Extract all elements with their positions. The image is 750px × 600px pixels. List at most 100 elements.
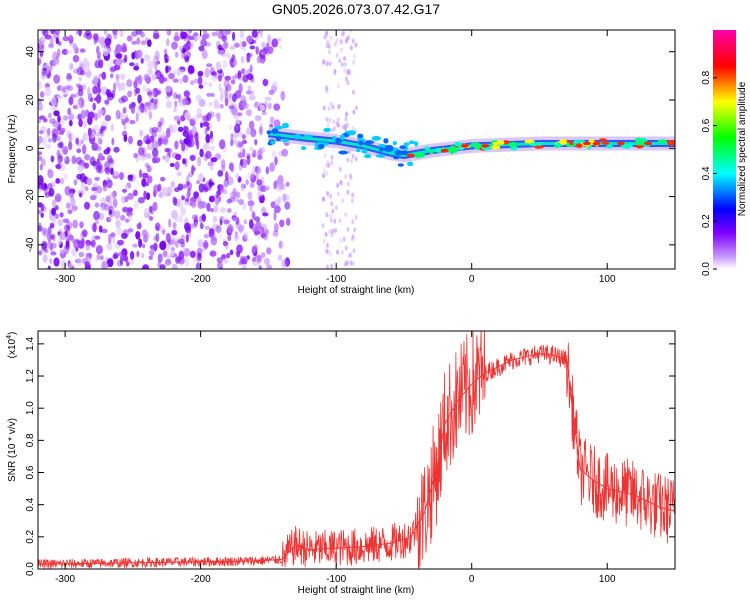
signal-blob (601, 141, 610, 145)
noise-speck (211, 92, 215, 98)
noise-speck (188, 30, 193, 34)
noise-speck (164, 58, 169, 64)
noise-speck (219, 266, 224, 269)
noise-speck (108, 157, 114, 164)
signal-blob (392, 141, 397, 146)
noise-speck (158, 192, 164, 198)
noise-speck (136, 250, 140, 258)
noise-speck (219, 139, 226, 150)
noise-speck (170, 250, 175, 257)
signal-blob (274, 125, 284, 130)
snr-frame (37, 330, 676, 570)
noise-speck (260, 185, 267, 193)
noise-speck (340, 249, 344, 255)
noise-speck (98, 59, 104, 69)
noise-speck (330, 154, 334, 160)
noise-speck (48, 138, 53, 143)
noise-speck (241, 182, 245, 192)
noise-speck (230, 139, 234, 147)
noise-speck (41, 44, 45, 52)
noise-speck (271, 151, 277, 158)
noise-speck (238, 83, 243, 94)
signal-blob (271, 128, 279, 135)
noise-speck (206, 202, 211, 212)
noise-speck (39, 130, 44, 135)
noise-speck (80, 238, 85, 245)
noise-speck (322, 238, 326, 244)
noise-speck (197, 156, 202, 167)
noise-speck (51, 207, 56, 216)
noise-speck (129, 119, 136, 125)
noise-speck (259, 147, 266, 154)
noise-speck (95, 185, 103, 194)
noise-speck (147, 68, 153, 76)
noise-speck (161, 229, 166, 236)
noise-speck (329, 213, 332, 219)
noise-speck (67, 209, 73, 215)
noise-speck (176, 68, 181, 77)
noise-speck (44, 86, 52, 97)
noise-speck (219, 103, 224, 109)
noise-speck (145, 37, 149, 42)
noise-speck (215, 30, 221, 34)
noise-speck (62, 156, 68, 162)
noise-speck (132, 243, 138, 248)
noise-speck (90, 235, 97, 243)
noise-speck (230, 133, 234, 142)
noise-speck (145, 181, 149, 187)
noise-speck (226, 198, 233, 204)
noise-speck (351, 153, 355, 159)
noise-speck (273, 103, 281, 111)
noise-speck (108, 209, 113, 215)
spectrogram-marks (38, 30, 675, 269)
noise-speck (347, 68, 351, 74)
noise-speck (123, 134, 128, 142)
snr-y-tick-label: 0.2 (25, 529, 36, 543)
noise-speck (246, 35, 253, 44)
noise-speck (165, 100, 173, 109)
signal-blob (347, 130, 356, 136)
noise-speck (325, 171, 329, 177)
noise-speck (322, 173, 325, 179)
noise-speck (133, 189, 138, 197)
noise-speck (262, 78, 269, 87)
noise-speck (242, 69, 249, 75)
noise-speck (168, 73, 175, 80)
noise-speck (87, 111, 95, 119)
noise-speck (138, 221, 142, 229)
noise-speck (336, 117, 340, 123)
noise-speck (102, 47, 109, 57)
noise-speck (234, 42, 240, 48)
noise-speck (141, 172, 149, 179)
snr-ticks: -300 -200 -100 0 100 0.0 0.2 0.4 0.6 0.8 1.0 1.2 1.4 (25, 331, 675, 585)
signal-blob (323, 127, 332, 133)
noise-speck (101, 228, 108, 234)
noise-speck (272, 81, 278, 87)
noise-speck (260, 230, 266, 235)
noise-speck (255, 46, 259, 55)
noise-speck (126, 79, 133, 88)
noise-speck (254, 165, 258, 173)
noise-speck (93, 97, 101, 102)
noise-speck (246, 109, 252, 117)
noise-speck (345, 69, 349, 75)
spectrogram-x-label: Height of straight line (km) (298, 285, 415, 296)
noise-speck (330, 160, 334, 166)
noise-speck (104, 99, 110, 105)
noise-speck (134, 62, 139, 71)
noise-speck (349, 173, 352, 179)
noise-speck (92, 33, 99, 41)
noise-speck (145, 192, 151, 200)
colorbar-ticks: 0.0 0.2 0.4 0.6 0.8 (701, 70, 717, 276)
spectrogram-x-tick-label: -200 (191, 274, 211, 285)
noise-speck (354, 156, 358, 162)
noise-speck (329, 35, 333, 41)
signal-blob (378, 147, 384, 152)
noise-speck (351, 38, 355, 44)
noise-speck (38, 222, 42, 232)
noise-speck (277, 254, 283, 261)
noise-speck (127, 228, 134, 233)
noise-speck (282, 193, 287, 202)
noise-speck (106, 103, 111, 108)
